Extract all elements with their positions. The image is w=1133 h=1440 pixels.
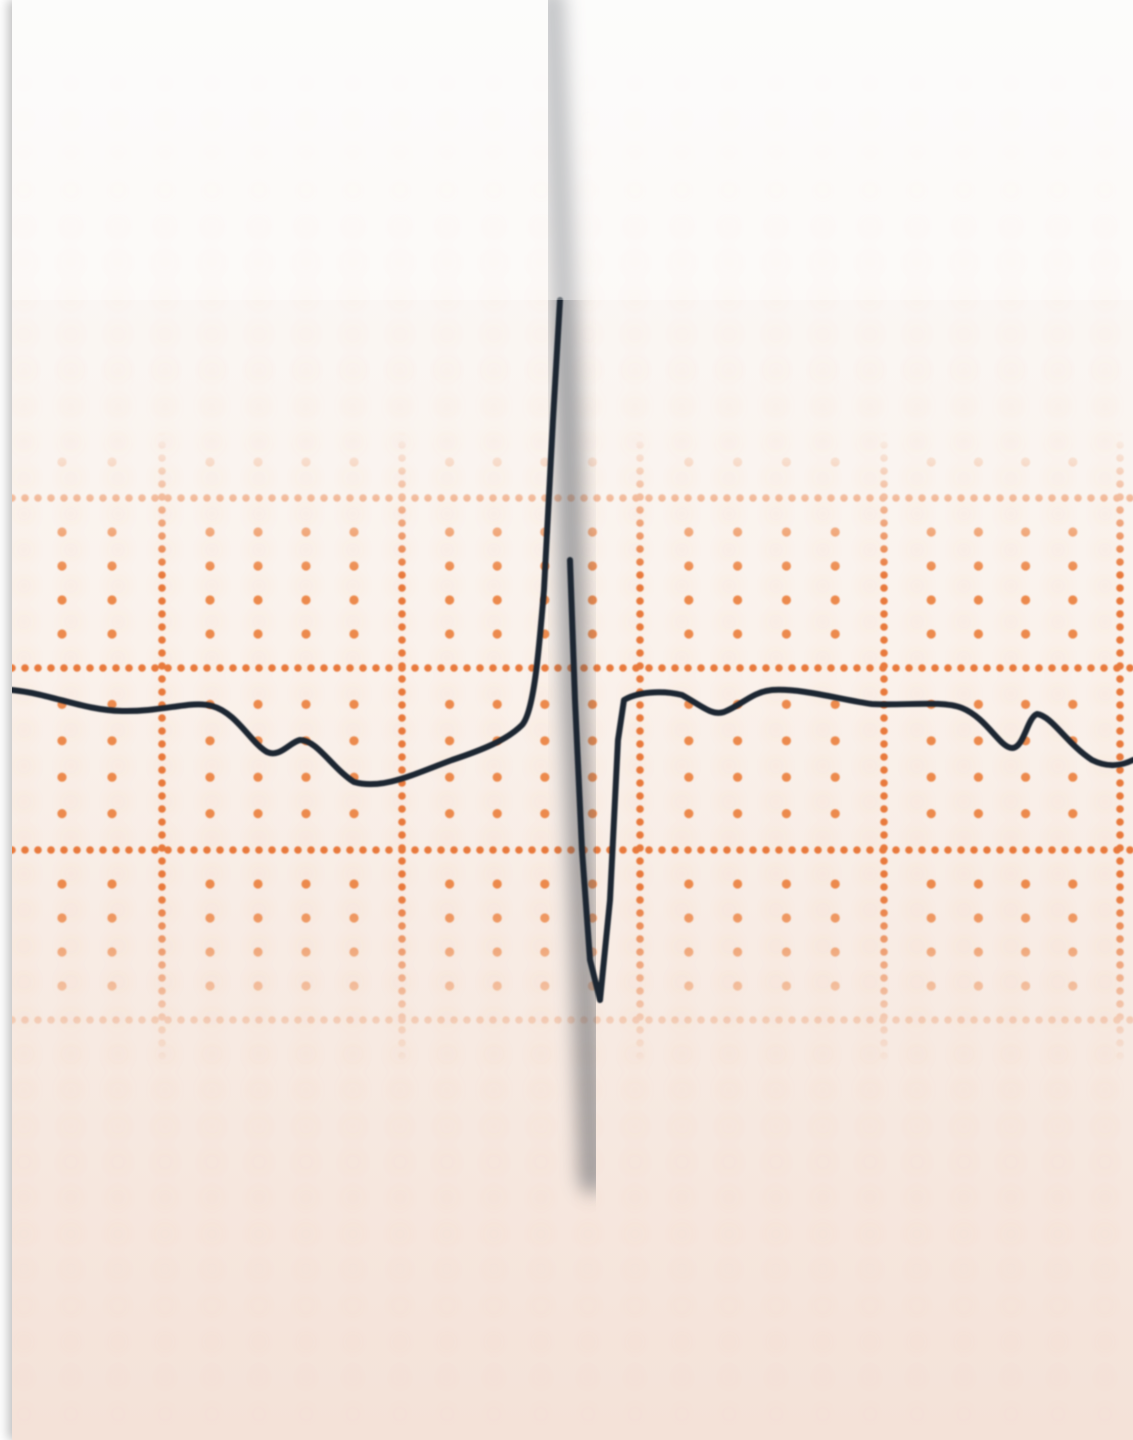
photo-frame <box>12 0 1133 1440</box>
ecg-photo <box>12 0 1133 1440</box>
grid-in-focus <box>12 246 1133 1203</box>
ecg-trace <box>12 297 1133 1003</box>
ecg-waveform <box>12 297 563 788</box>
ecg-waveform-right <box>567 557 1133 1003</box>
